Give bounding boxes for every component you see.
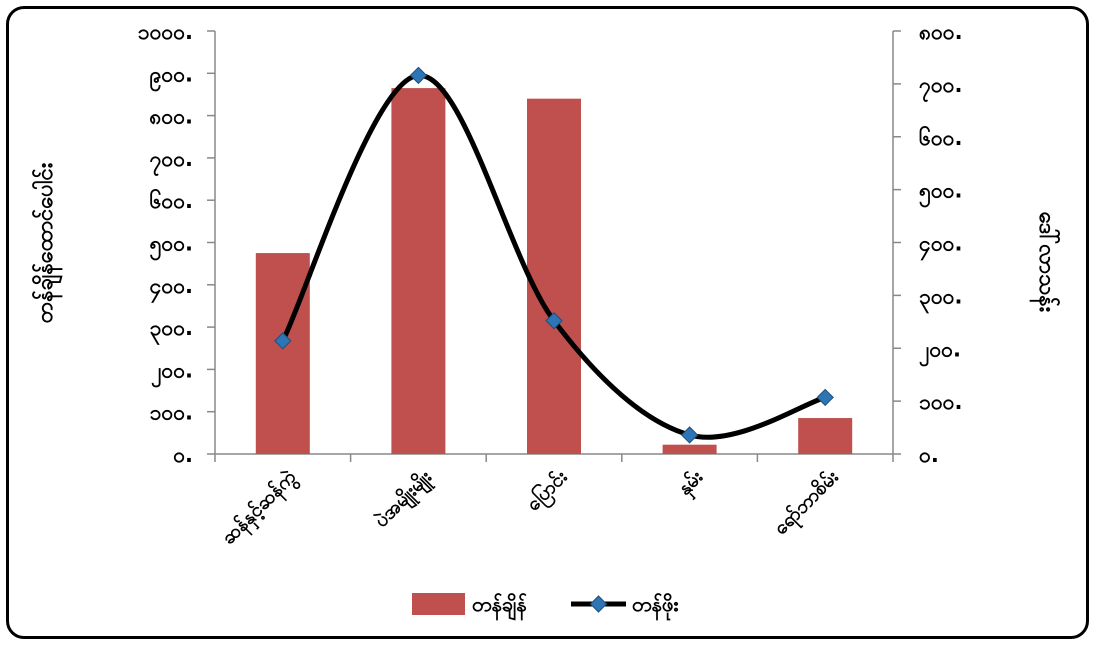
bar [391,88,446,454]
right-tick-label: ၀. [919,443,939,467]
line-marker [409,66,428,85]
legend-bar-label: တန်ချိန် [472,592,527,621]
right-tick-label: ၁၀၀. [919,390,962,414]
left-tick-label: ၃၀၀. [150,316,193,346]
left-tick-label: ၂၀၀. [151,358,193,388]
right-tick-label: ၇၀၀. [919,73,962,103]
category-label: ဆန်နှင့်ဆန်ကွဲ [216,464,304,552]
category-label: ပြောင်း [520,464,575,519]
right-tick-label: ၄၀၀. [919,232,962,262]
bar [255,253,310,454]
category-label: ရော်ဘာစိမ်း [768,464,846,542]
left-axis-title: တန်ချိန်ထောင်ပေါင်း [31,162,63,323]
series-line [280,72,826,440]
left-tick-label: ၉၀၀. [150,62,193,92]
left-tick-label: ၆၀၀. [150,187,193,213]
legend-line-label: တန်ဖိုး [632,592,678,621]
line-marker [545,312,563,330]
left-tick-label: ၇၀၀. [150,147,193,177]
left-tick-label: ၀. [173,443,193,467]
category-label: ပဲအမျိုးမျိုး [369,464,440,535]
left-tick-label: ၈၀၀. [149,105,193,129]
right-tick-label: ၈၀၀. [919,20,963,44]
right-axis-title: ဒေါ်လာသန်း [1029,212,1061,313]
bar [662,444,717,454]
right-tick-label: ၆၀၀. [919,124,962,150]
bar [527,98,581,455]
left-tick-label: ၄၀၀. [150,274,193,304]
line-marker [816,388,834,407]
line-marker [680,426,699,444]
left-tick-label: ၁၀၀. [150,401,193,425]
legend-line-marker [589,595,608,613]
legend-bar-swatch [412,593,465,615]
bar [798,418,853,454]
left-tick-label: ၅၀၀. [150,232,193,262]
left-tick-label: ၁၀၀၀. [138,20,193,44]
right-tick-label: ၅၀၀. [919,179,962,209]
right-tick-label: ၃၀၀. [919,284,962,314]
right-tick-label: ၂၀၀. [919,337,961,367]
line-marker [274,332,292,350]
category-label: နှမ်း [672,464,711,503]
